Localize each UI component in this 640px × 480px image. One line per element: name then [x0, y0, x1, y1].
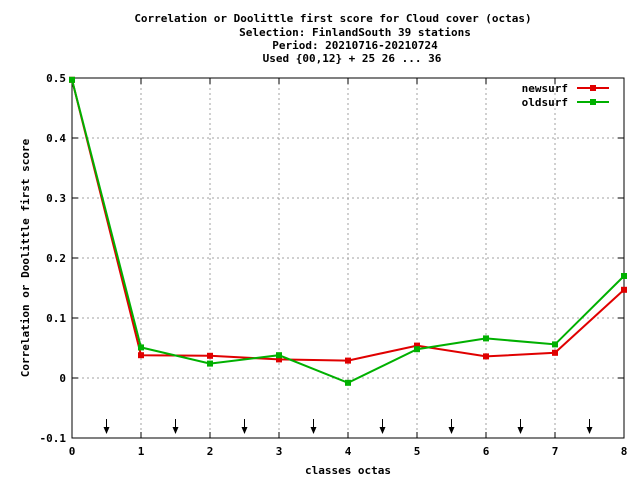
data-point-newsurf-1: [138, 352, 144, 359]
data-point-newsurf-6: [483, 353, 489, 360]
boundary-arrow-head: [379, 427, 386, 434]
data-point-oldsurf-4: [345, 379, 351, 386]
legend-marker-newsurf: [590, 85, 596, 91]
class-boundary-arrows: [103, 419, 593, 434]
boundary-arrow-head: [241, 427, 248, 434]
data-point-oldsurf-7: [552, 341, 558, 348]
data-point-oldsurf-5: [414, 346, 420, 353]
data-point-oldsurf-2: [207, 360, 213, 367]
y-tick-label-4: 0.3: [46, 192, 66, 205]
chart-title: Correlation or Doolittle first score for…: [134, 12, 531, 65]
y-tick-label-6: 0.5: [46, 72, 66, 85]
x-tick-label-8: 8: [621, 445, 628, 458]
legend-entry-newsurf: newsurf: [522, 82, 609, 95]
boundary-arrow-head: [448, 427, 455, 434]
y-axis-label: Correlation or Doolittle first score: [19, 138, 32, 377]
series-line-oldsurf: [71, 79, 625, 384]
x-tick-label-7: 7: [552, 445, 559, 458]
x-tick-label-4: 4: [345, 445, 352, 458]
y-tick-label-5: 0.4: [46, 132, 66, 145]
boundary-arrow-head: [103, 427, 110, 434]
boundary-arrow-head: [517, 427, 524, 434]
title-line-4: Used {00,12} + 25 26 ... 36: [263, 52, 442, 65]
data-point-oldsurf-0: [69, 76, 75, 83]
title-line-1: Correlation or Doolittle first score for…: [134, 12, 531, 25]
boundary-arrow-0: [103, 419, 110, 434]
axes: 0 1 2 3 4 5 6 7 8-0.100.10.20.30.40.5: [40, 72, 628, 458]
boundary-arrow-6: [517, 419, 524, 434]
boundary-arrow-head: [586, 427, 593, 434]
title-line-3: Period: 20210716-20210724: [272, 39, 438, 52]
data-point-newsurf-2: [207, 352, 213, 359]
boundary-arrow-head: [310, 427, 317, 434]
boundary-arrow-4: [379, 419, 386, 434]
title-line-2: Selection: FinlandSouth 39 stations: [239, 26, 471, 39]
legend-entry-oldsurf: oldsurf: [522, 96, 609, 109]
data-point-oldsurf-8: [621, 273, 627, 279]
y-tick-label-2: 0.1: [46, 312, 66, 325]
series: [69, 76, 627, 386]
boundary-arrow-2: [241, 419, 248, 434]
boundary-arrow-3: [310, 419, 317, 434]
legend-marker-oldsurf: [590, 99, 596, 105]
data-point-oldsurf-1: [138, 344, 144, 351]
legend-label-oldsurf: oldsurf: [522, 96, 568, 109]
data-point-newsurf-3: [276, 356, 282, 363]
y-tick-label-1: 0: [59, 372, 66, 385]
y-tick-label-3: 0.2: [46, 252, 66, 265]
x-tick-label-6: 6: [483, 445, 490, 458]
x-tick-label-0: 0: [69, 445, 76, 458]
data-point-oldsurf-6: [483, 335, 489, 342]
data-point-newsurf-7: [552, 349, 558, 356]
boundary-arrow-1: [172, 419, 179, 434]
data-point-newsurf-4: [345, 357, 351, 364]
grid: [72, 78, 624, 438]
x-tick-label-5: 5: [414, 445, 421, 458]
data-point-oldsurf-3: [276, 352, 282, 359]
boundary-arrow-7: [586, 419, 593, 434]
x-axis-label: classes octas: [305, 464, 391, 477]
boundary-arrow-5: [448, 419, 455, 434]
legend-label-newsurf: newsurf: [522, 82, 568, 95]
boundary-arrow-head: [172, 427, 179, 434]
x-tick-label-3: 3: [276, 445, 283, 458]
data-point-newsurf-5: [414, 342, 420, 349]
data-point-newsurf-8: [621, 286, 627, 293]
x-tick-label-1: 1: [138, 445, 145, 458]
y-tick-label-0: -0.1: [40, 432, 67, 445]
x-tick-label-2: 2: [207, 445, 214, 458]
